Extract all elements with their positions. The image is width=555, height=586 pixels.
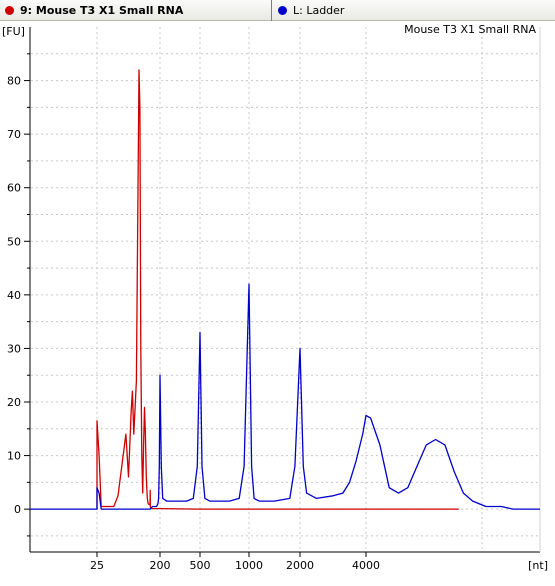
sample-legend-label: 9: Mouse T3 X1 Small RNA (20, 4, 184, 17)
y-tick-label: 10 (7, 450, 21, 463)
x-tick-label: 2000 (286, 559, 314, 572)
x-axis-unit-label: [nt] (528, 559, 548, 572)
ladder-legend-label: L: Ladder (293, 4, 345, 17)
y-tick-label: 80 (7, 75, 21, 88)
y-tick-label: 30 (7, 342, 21, 355)
x-tick-label: 1000 (235, 559, 263, 572)
sample-trace-line (96, 69, 459, 510)
x-tick-label: 200 (150, 559, 171, 572)
y-axis-unit-label: [FU] (2, 25, 25, 38)
legend-item-sample[interactable]: 9: Mouse T3 X1 Small RNA (0, 0, 272, 21)
y-tick-label: 0 (14, 503, 21, 516)
ladder-color-dot (278, 6, 287, 15)
x-tick-label: 25 (90, 559, 104, 572)
sample-color-dot (5, 6, 14, 15)
axis-layer: 0 10 20 30 40 50 60 70 80 25 200 500 1000 2000 4000 (7, 27, 541, 572)
series-layer (30, 69, 540, 510)
chart-title: Mouse T3 X1 Small RNA (404, 23, 536, 36)
legend-bar: 9: Mouse T3 X1 Small RNA L: Ladder (0, 0, 555, 21)
y-tick-label: 40 (7, 289, 21, 302)
y-tick-label: 60 (7, 182, 21, 195)
x-tick-label: 500 (190, 559, 211, 572)
electropherogram-chart: 0 10 20 30 40 50 60 70 80 25 200 500 1000 2000 4000 Mo… (0, 21, 555, 586)
y-tick-label: 70 (7, 128, 21, 141)
y-tick-label: 20 (7, 396, 21, 409)
x-tick-label: 4000 (352, 559, 380, 572)
y-tick-label: 50 (7, 235, 21, 248)
ladder-trace-line (30, 283, 540, 510)
legend-item-ladder[interactable]: L: Ladder (273, 0, 344, 21)
